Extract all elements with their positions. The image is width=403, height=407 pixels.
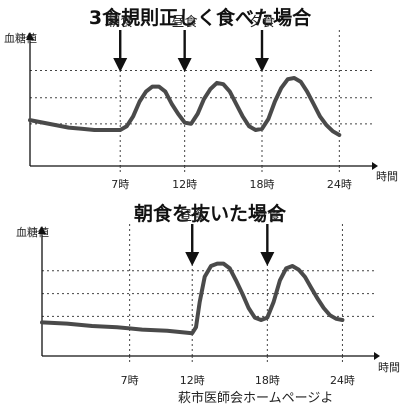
x-tick-label: 12時 — [172, 178, 197, 191]
blood-sugar-line — [40, 261, 345, 336]
x-tick-label: 18時 — [250, 178, 275, 191]
chart-title: 朝食を抜いた場合 — [134, 202, 287, 225]
x-tick-labels: 7時 12時 18時 24時 — [121, 374, 355, 387]
meal-arrow-head — [260, 252, 275, 266]
x-tick-label: 7時 — [121, 374, 139, 387]
chart-regular-meals: 3食規則正しく食べた場合 血糖値 時間 朝食 昼食 夕食 7時 12時 18時 24時 — [4, 6, 398, 191]
x-axis-arrow — [374, 352, 380, 360]
axes — [26, 32, 378, 172]
x-tick-label: 12時 — [180, 374, 205, 387]
y-axis-arrow — [38, 226, 46, 234]
x-axis-arrow — [372, 162, 378, 170]
blood-sugar-line — [28, 76, 342, 137]
x-tick-label: 24時 — [330, 374, 355, 387]
chart-skipped-breakfast: 朝食を抜いた場合 血糖値 時間 昼食 夕食 7時 12時 18時 24時 — [16, 202, 400, 387]
meal-label: 夕食 — [254, 208, 280, 224]
meal-arrow-head — [185, 252, 200, 266]
meal-label: 朝食 — [107, 14, 133, 30]
x-axis-label: 時間 — [376, 170, 398, 183]
meal-label: 夕食 — [249, 14, 275, 30]
meal-arrow-head — [113, 58, 128, 72]
grid-lines — [30, 30, 372, 166]
axes — [38, 226, 380, 362]
series — [40, 261, 345, 336]
meal-label: 昼食 — [179, 208, 205, 224]
chart-title: 3食規則正しく食べた場合 — [89, 6, 312, 29]
meal-markers: 朝食 昼食 夕食 — [107, 14, 275, 72]
meal-arrow-head — [255, 58, 269, 72]
x-tick-label: 18時 — [255, 374, 280, 387]
x-axis-label: 時間 — [378, 361, 400, 374]
y-axis-arrow — [26, 32, 34, 40]
grid-lines — [42, 224, 374, 356]
meal-label: 昼食 — [172, 14, 198, 30]
series — [28, 76, 342, 137]
x-tick-label: 7時 — [111, 178, 129, 191]
source-credit: 萩市医師会ホームページよ — [178, 390, 333, 406]
meal-markers: 昼食 夕食 — [179, 208, 280, 266]
x-tick-label: 24時 — [327, 178, 352, 191]
x-tick-labels: 7時 12時 18時 24時 — [111, 178, 352, 191]
meal-arrow-head — [177, 58, 192, 72]
